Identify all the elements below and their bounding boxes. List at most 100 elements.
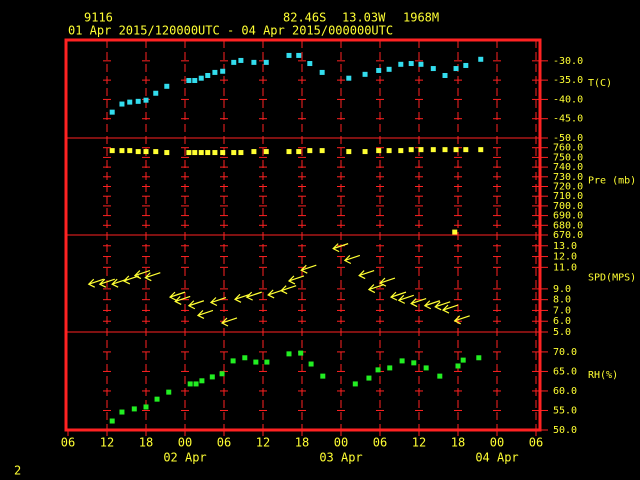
data-point xyxy=(423,365,429,371)
data-point xyxy=(362,71,368,77)
wind-arrow xyxy=(280,285,297,295)
date-label: 02 Apr xyxy=(163,451,206,465)
data-point xyxy=(253,359,259,365)
y-tick-label: 12.0 xyxy=(553,252,577,263)
y-tick-label: 720.0 xyxy=(553,182,583,193)
data-point xyxy=(386,148,392,154)
data-point xyxy=(387,365,393,371)
wind-arrow xyxy=(245,291,262,301)
data-point xyxy=(263,59,269,65)
data-point xyxy=(478,147,484,153)
y-tick-label: 70.0 xyxy=(553,347,577,358)
data-point xyxy=(186,150,192,156)
data-point xyxy=(455,363,461,369)
data-point xyxy=(478,56,484,62)
data-point xyxy=(376,148,382,154)
wind-arrow xyxy=(174,295,191,305)
wind-arrow xyxy=(378,277,396,287)
x-tick-label: 06 xyxy=(217,436,231,450)
data-point xyxy=(231,59,237,65)
y-tick-label: 9.0 xyxy=(553,284,571,295)
y-tick-label: 760.0 xyxy=(553,143,583,154)
y-tick-label: 740.0 xyxy=(553,162,583,173)
data-point xyxy=(192,150,198,156)
data-point xyxy=(442,72,448,78)
data-point xyxy=(453,147,459,153)
data-point xyxy=(212,69,218,75)
y-tick-label: 750.0 xyxy=(553,152,583,163)
data-point xyxy=(264,359,270,365)
data-point xyxy=(220,68,226,74)
wind-arrow xyxy=(410,298,427,308)
y-tick-label: -50.0 xyxy=(553,133,583,144)
data-point xyxy=(198,75,204,81)
wind-arrow xyxy=(287,275,305,285)
data-point xyxy=(398,148,404,154)
data-point xyxy=(219,371,225,377)
data-point xyxy=(437,373,443,379)
date-label: 03 Apr xyxy=(319,451,362,465)
wind-arrow xyxy=(233,293,251,303)
y-axis-label: T(C) xyxy=(588,78,612,89)
wind-arrow xyxy=(220,317,238,327)
data-point xyxy=(199,378,205,384)
y-tick-label: -35.0 xyxy=(553,75,583,86)
wind-arrow xyxy=(122,275,140,285)
data-point xyxy=(452,229,458,235)
y-tick-label: 690.0 xyxy=(553,211,583,222)
data-point xyxy=(119,101,125,107)
x-tick-label: 18 xyxy=(451,436,465,450)
y-tick-label: -45.0 xyxy=(553,114,583,125)
wind-arrow xyxy=(358,269,375,280)
period: 01 Apr 2015/120000UTC - 04 Apr 2015/0000… xyxy=(68,24,393,38)
data-point xyxy=(153,149,159,155)
wind-arrow xyxy=(209,296,227,307)
x-tick-label: 06 xyxy=(529,436,543,450)
data-point xyxy=(453,66,459,72)
data-point xyxy=(109,418,115,424)
data-point xyxy=(366,375,372,381)
y-tick-label: 730.0 xyxy=(553,172,583,183)
wind-arrow xyxy=(168,291,186,301)
data-point xyxy=(362,149,368,155)
wind-arrow xyxy=(87,278,104,288)
data-point xyxy=(286,351,292,357)
data-point xyxy=(308,361,314,367)
y-axis-label: RH(%) xyxy=(588,370,618,381)
data-point xyxy=(135,149,141,155)
y-tick-label: 11.0 xyxy=(553,262,577,273)
data-point xyxy=(192,78,198,84)
data-point xyxy=(220,150,226,156)
data-point xyxy=(186,78,192,84)
longitude: 13.03W xyxy=(342,11,386,25)
x-tick-label: 00 xyxy=(178,436,192,450)
data-point xyxy=(352,381,358,387)
data-point xyxy=(119,409,125,415)
x-tick-label: 18 xyxy=(295,436,309,450)
data-point xyxy=(411,360,417,366)
data-point xyxy=(286,149,292,155)
y-axis-label: SPD(MPS) xyxy=(588,273,636,284)
data-point xyxy=(127,99,133,105)
y-tick-label: 700.0 xyxy=(553,201,583,212)
data-point xyxy=(286,52,292,58)
data-point xyxy=(109,148,115,154)
wind-arrow xyxy=(397,294,414,304)
page-number: 2 xyxy=(14,464,21,478)
y-tick-label: 55.0 xyxy=(553,405,577,416)
data-point xyxy=(319,69,325,75)
wind-arrow xyxy=(453,315,470,325)
data-point xyxy=(231,150,237,156)
data-point xyxy=(463,147,469,153)
data-point xyxy=(193,381,199,387)
y-tick-label: 5.0 xyxy=(553,327,571,338)
data-point xyxy=(442,147,448,153)
data-point xyxy=(135,98,141,104)
data-point xyxy=(205,150,211,156)
station-id: 9116 xyxy=(84,11,113,25)
data-point xyxy=(463,62,469,68)
x-tick-label: 12 xyxy=(100,436,114,450)
data-point xyxy=(398,61,404,67)
y-tick-label: 670.0 xyxy=(553,230,583,241)
wind-arrow xyxy=(367,284,385,294)
